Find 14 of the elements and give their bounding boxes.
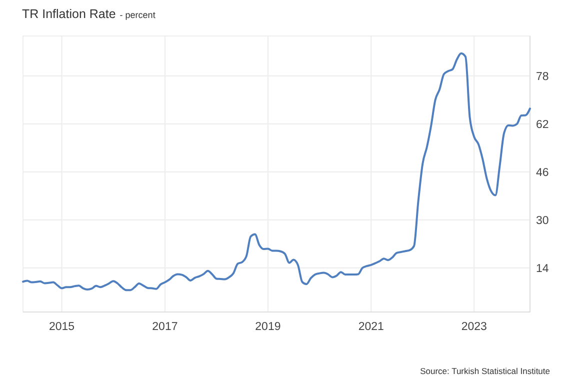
y-tick-label: 62 bbox=[536, 118, 549, 131]
source-note: Source: Turkish Statistical Institute bbox=[420, 366, 550, 376]
x-tick-label: 2019 bbox=[255, 321, 281, 333]
x-tick-label: 2017 bbox=[152, 321, 178, 333]
x-tick-label: 2023 bbox=[461, 321, 487, 333]
y-tick-label: 30 bbox=[536, 214, 549, 227]
y-tick-label: 78 bbox=[536, 70, 549, 83]
y-tick-label: 46 bbox=[536, 166, 549, 179]
x-tick-label: 2015 bbox=[49, 321, 75, 333]
chart-title: TR Inflation Rate bbox=[22, 7, 116, 21]
x-tick-label: 2021 bbox=[358, 321, 384, 333]
y-tick-label: 14 bbox=[536, 262, 550, 275]
line-series bbox=[22, 52, 531, 292]
chart-subtitle: - percent bbox=[120, 10, 156, 20]
